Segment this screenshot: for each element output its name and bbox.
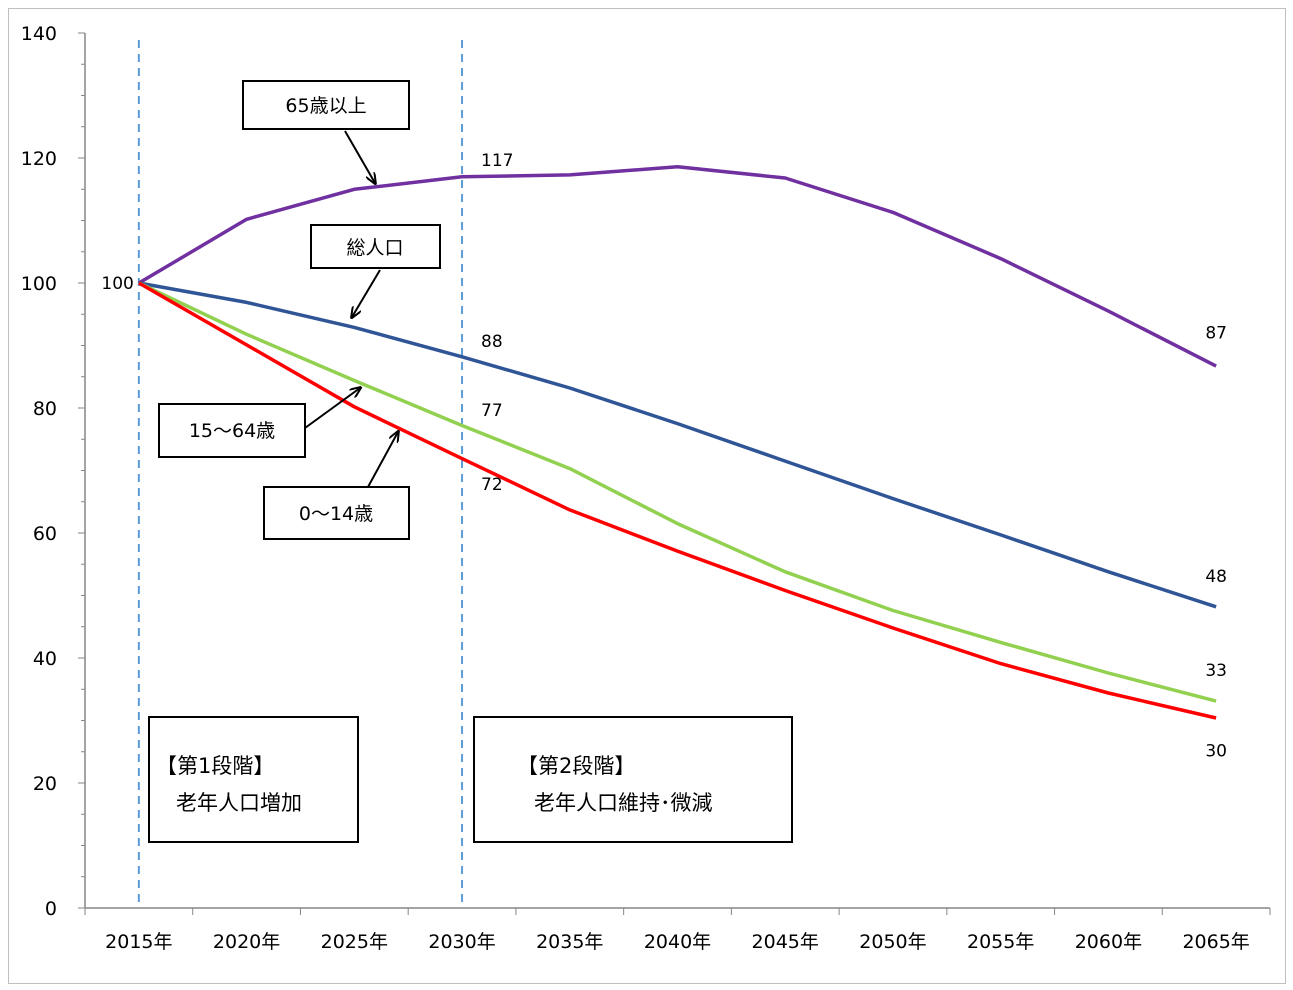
series-lines xyxy=(138,165,1217,720)
callout-65-plus-label: 65歳以上 xyxy=(285,95,366,117)
data-label: 77 xyxy=(481,401,503,421)
data-label: 88 xyxy=(481,332,503,352)
callout-15-64-arrow xyxy=(304,388,360,429)
y-tick-label: 120 xyxy=(21,148,57,170)
data-label: 117 xyxy=(481,151,513,171)
x-tick-label: 2035年 xyxy=(536,931,603,953)
series-line-0 xyxy=(138,165,1217,368)
phase-2-box: 【第2段階】 老年人口維持･微減 xyxy=(473,716,793,843)
y-tick-label: 40 xyxy=(33,648,57,670)
phase-dividers xyxy=(137,40,464,908)
y-tick-label: 80 xyxy=(33,398,57,420)
callout-65-plus-arrow xyxy=(344,130,375,183)
x-tick-label: 2045年 xyxy=(752,931,819,953)
phase-1-box: 【第1段階】 老年人口増加 xyxy=(148,716,359,843)
series-line-1 xyxy=(138,281,1217,609)
data-labels: 100 117 88 77 72 87 48 33 30 xyxy=(101,151,1227,762)
x-tick-label: 2020年 xyxy=(213,931,280,953)
callout-15-64-label: 15～64歳 xyxy=(189,420,275,442)
axes: 0 20 40 60 80 100 120 140 2015年 2020年 2025年 2030年 20… xyxy=(21,23,1271,953)
callout-65-plus: 65歳以上 xyxy=(242,80,410,183)
x-tick-label: 2055年 xyxy=(967,931,1034,953)
callout-total: 総人口 xyxy=(310,224,441,317)
y-tick-label: 0 xyxy=(45,898,57,920)
phase-2-body: 老年人口維持･微減 xyxy=(534,791,713,815)
data-label: 72 xyxy=(481,475,503,495)
y-tick-label: 20 xyxy=(33,773,57,795)
x-tick-label: 2030年 xyxy=(428,931,495,953)
data-label: 30 xyxy=(1205,742,1227,762)
callout-0-14: 0～14歳 xyxy=(263,432,410,540)
y-tick-label: 140 xyxy=(21,23,57,45)
phase-1-heading: 【第1段階】 xyxy=(156,754,274,778)
series-line-2 xyxy=(138,281,1217,703)
phase-2-heading: 【第2段階】 xyxy=(517,754,635,778)
chart-frame xyxy=(8,8,1286,984)
callout-total-arrow xyxy=(352,269,381,317)
x-tick-label: 2040年 xyxy=(644,931,711,953)
data-label: 48 xyxy=(1205,567,1227,587)
callout-0-14-arrow xyxy=(367,432,398,488)
x-tick-label: 2025年 xyxy=(321,931,388,953)
x-tick-label: 2015年 xyxy=(105,931,172,953)
phase-1-body: 老年人口増加 xyxy=(176,791,302,815)
callout-0-14-label: 0～14歳 xyxy=(299,503,373,525)
x-tick-label: 2060年 xyxy=(1075,931,1142,953)
data-label: 100 xyxy=(101,274,133,294)
callout-total-label: 総人口 xyxy=(346,237,403,259)
series-line-3 xyxy=(138,281,1217,720)
data-label: 87 xyxy=(1205,323,1227,343)
y-tick-label: 60 xyxy=(33,523,57,545)
x-tick-label: 2065年 xyxy=(1182,931,1249,953)
x-tick-label: 2050年 xyxy=(859,931,926,953)
data-label: 33 xyxy=(1205,661,1227,681)
y-tick-label: 100 xyxy=(21,273,57,295)
callout-15-64: 15～64歳 xyxy=(158,388,360,458)
